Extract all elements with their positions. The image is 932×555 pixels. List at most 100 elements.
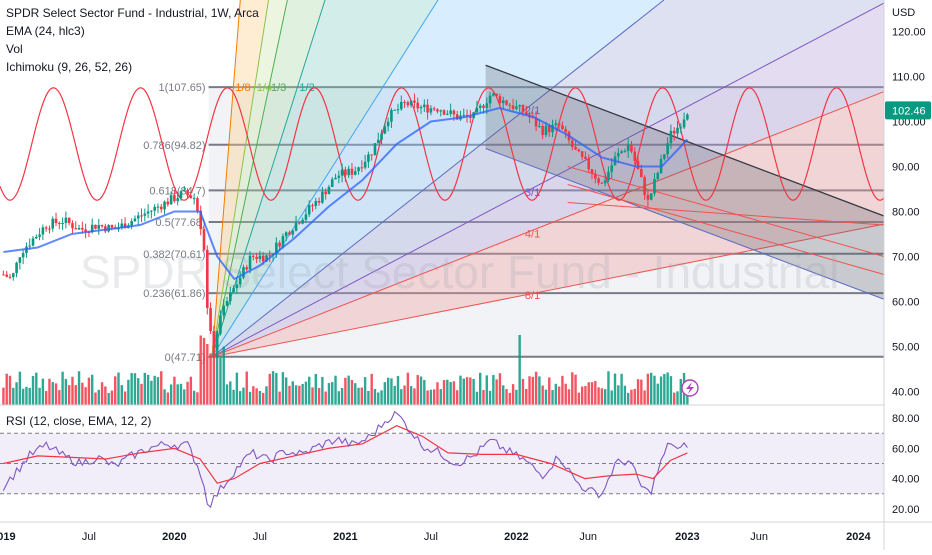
candle-body bbox=[275, 242, 278, 254]
vol-legend[interactable]: Vol bbox=[6, 42, 23, 56]
volume-bar bbox=[212, 349, 216, 405]
fan-label: 1/3 bbox=[271, 82, 286, 94]
candle-body bbox=[570, 140, 574, 147]
volume-bar bbox=[100, 382, 104, 405]
candle-body bbox=[587, 158, 591, 170]
volume-bar bbox=[495, 379, 498, 405]
volume-bar bbox=[18, 371, 22, 405]
candle-body bbox=[252, 255, 255, 257]
last-price-box bbox=[885, 101, 931, 120]
candle-body bbox=[15, 262, 18, 274]
candle-body bbox=[551, 125, 554, 133]
candle-body bbox=[61, 222, 64, 224]
volume-bar bbox=[199, 335, 202, 405]
fan-line bbox=[211, 2, 885, 358]
pitch-line bbox=[567, 202, 885, 226]
candle-body bbox=[383, 126, 387, 134]
candle-body bbox=[547, 125, 551, 133]
rsi-legend[interactable]: RSI (12, close, EMA, 12, 2) bbox=[6, 414, 152, 428]
candle-body bbox=[38, 234, 41, 237]
volume-bar bbox=[469, 377, 472, 405]
candle-body bbox=[196, 198, 199, 211]
candle-body bbox=[413, 100, 416, 103]
volume-bar bbox=[281, 372, 285, 405]
candle-body bbox=[617, 152, 620, 157]
volume-bar bbox=[238, 391, 242, 405]
candle-body bbox=[192, 198, 196, 200]
time-tick: 2023 bbox=[675, 531, 699, 543]
volume-bar bbox=[393, 385, 396, 405]
price-tick: 90.00 bbox=[892, 162, 920, 174]
volume-bar bbox=[676, 391, 679, 405]
candle-body bbox=[235, 284, 239, 289]
volume-bar bbox=[538, 376, 541, 405]
candle-body bbox=[28, 245, 32, 247]
volume-bar bbox=[183, 389, 186, 405]
candle-body bbox=[209, 308, 212, 332]
candle-body bbox=[544, 125, 548, 136]
candle-body bbox=[564, 129, 568, 133]
fib-label: 0(47.71) bbox=[165, 352, 206, 364]
candle-body bbox=[597, 178, 600, 183]
candle-body bbox=[669, 130, 673, 144]
volume-bar bbox=[140, 383, 143, 405]
volume-bar bbox=[275, 372, 278, 405]
price-tick: 120.00 bbox=[892, 27, 926, 39]
candle-body bbox=[557, 123, 561, 126]
volume-bar bbox=[248, 391, 252, 405]
volume-bar bbox=[252, 386, 255, 405]
candle-body bbox=[261, 255, 265, 262]
fan-line bbox=[211, 0, 439, 358]
candle-body bbox=[35, 236, 38, 239]
candle-body bbox=[156, 206, 160, 208]
volume-bar bbox=[77, 371, 81, 405]
candle-body bbox=[449, 110, 452, 114]
volume-bar bbox=[54, 383, 58, 405]
candle-body bbox=[97, 224, 101, 229]
volume-bar bbox=[8, 375, 12, 405]
candle-body bbox=[380, 133, 383, 140]
fib-label: 1(107.65) bbox=[159, 82, 206, 94]
volume-bar bbox=[324, 391, 327, 405]
volume-bar bbox=[104, 386, 107, 405]
candle-body bbox=[432, 108, 436, 110]
candle-body bbox=[620, 151, 623, 153]
ema-line bbox=[3, 106, 689, 281]
volume-bar bbox=[488, 390, 492, 405]
volume-bar bbox=[291, 381, 294, 405]
sine-cycle bbox=[0, 87, 885, 201]
rsi-tick: 40.00 bbox=[892, 474, 920, 486]
candle-body bbox=[110, 225, 114, 228]
candle-body bbox=[541, 125, 544, 136]
time-tick: 2022 bbox=[504, 531, 528, 543]
volume-bar bbox=[419, 376, 423, 405]
candle-body bbox=[640, 169, 643, 178]
candle-body bbox=[74, 228, 78, 230]
time-tick: Jun bbox=[579, 531, 597, 543]
candle-body bbox=[524, 112, 528, 115]
lightning-icon[interactable] bbox=[681, 379, 699, 397]
candle-body bbox=[31, 238, 35, 246]
volume-bar bbox=[630, 389, 633, 405]
volume-bar bbox=[383, 382, 387, 405]
volume-bar bbox=[261, 392, 265, 405]
time-tick: 2021 bbox=[333, 531, 357, 543]
ichimoku-legend[interactable]: Ichimoku (9, 26, 52, 26) bbox=[6, 60, 133, 74]
candle-body bbox=[58, 223, 61, 225]
volume-bar bbox=[110, 390, 114, 405]
candle-body bbox=[373, 143, 377, 156]
candle-body bbox=[205, 249, 209, 309]
candle-body bbox=[173, 195, 176, 202]
currency-label: USD bbox=[892, 7, 915, 19]
candle-body bbox=[347, 168, 350, 176]
price-axis-bg bbox=[884, 0, 932, 550]
fan-label: 3/1 bbox=[525, 187, 540, 199]
volume-bar bbox=[160, 371, 163, 405]
candle-body bbox=[54, 218, 58, 224]
pitch-line bbox=[567, 166, 885, 257]
ema-legend[interactable]: EMA (24, hlc3) bbox=[6, 24, 85, 38]
volume-bar bbox=[123, 391, 127, 405]
candle-body bbox=[501, 100, 505, 104]
